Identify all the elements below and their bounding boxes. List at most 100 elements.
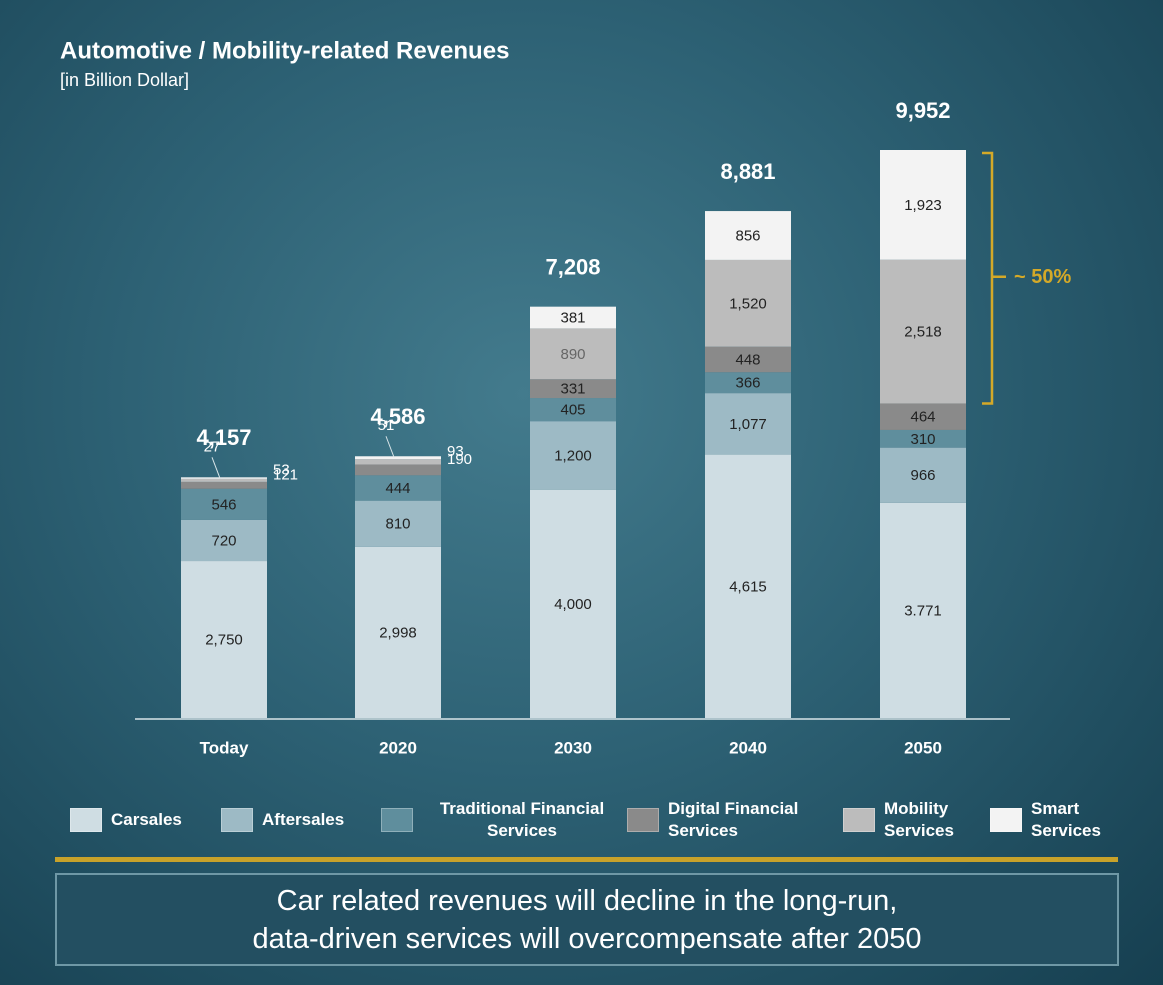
data-label: 4,000 bbox=[554, 596, 592, 613]
bar-segment bbox=[880, 429, 966, 448]
bar-segment bbox=[705, 259, 791, 347]
bar-segment bbox=[705, 372, 791, 394]
legend-label: Traditional Financial Services bbox=[439, 799, 605, 840]
divider bbox=[55, 857, 1118, 862]
legend-item: Aftersales bbox=[221, 797, 344, 843]
legend-label: Carsales bbox=[111, 810, 182, 829]
legend-item: Smart Services bbox=[990, 797, 1121, 843]
annotation: ~ 50% bbox=[1014, 266, 1071, 288]
data-label: 890 bbox=[560, 346, 585, 363]
legend-item: Traditional Financial Services bbox=[381, 797, 622, 843]
data-label: 51 bbox=[378, 417, 395, 434]
bar-segment bbox=[705, 346, 791, 373]
x-tick-label: 2030 bbox=[554, 738, 592, 757]
data-label: 444 bbox=[385, 480, 410, 497]
data-label: 121 bbox=[273, 466, 298, 483]
legend-label: Smart Services bbox=[1031, 799, 1101, 840]
total-label: 7,208 bbox=[545, 254, 600, 279]
data-label: 546 bbox=[211, 496, 236, 513]
data-label: 381 bbox=[560, 310, 585, 327]
bar-segment bbox=[530, 328, 616, 380]
bar-segment bbox=[530, 379, 616, 399]
data-label: 810 bbox=[385, 516, 410, 533]
bar-segment bbox=[355, 546, 441, 718]
bar-segment bbox=[880, 403, 966, 430]
leader-line bbox=[385, 436, 395, 458]
chart: Automotive / Mobility-related Revenues [… bbox=[60, 37, 1072, 757]
bar-segment bbox=[530, 489, 616, 718]
data-label: 1,923 bbox=[904, 197, 942, 214]
legend-swatch bbox=[381, 808, 413, 832]
bar-segment bbox=[880, 447, 966, 503]
bar-segment bbox=[181, 519, 267, 562]
data-label: 966 bbox=[910, 467, 935, 484]
bar-segment bbox=[530, 398, 616, 422]
bar-segment bbox=[355, 464, 441, 476]
chart-subtitle: [in Billion Dollar] bbox=[60, 70, 189, 90]
bar-segment bbox=[181, 561, 267, 718]
data-label: 27 bbox=[204, 438, 221, 455]
data-label: 310 bbox=[910, 431, 935, 448]
data-label: 190 bbox=[447, 451, 472, 468]
legend-item: Carsales bbox=[70, 797, 182, 843]
legend-swatch bbox=[990, 808, 1022, 832]
x-tick-label: 2020 bbox=[379, 738, 417, 757]
bar-segment bbox=[181, 477, 267, 479]
total-label: 8,881 bbox=[720, 159, 775, 184]
conclusion-box: Car related revenues will decline in the… bbox=[55, 873, 1119, 966]
bar-segment bbox=[355, 456, 441, 460]
total-label: 4,157 bbox=[196, 425, 251, 450]
data-label: 2,750 bbox=[205, 631, 243, 648]
data-label: 720 bbox=[211, 532, 236, 549]
legend: Carsales Aftersales Traditional Financial … bbox=[0, 797, 1163, 847]
chart-title: Automotive / Mobility-related Revenues bbox=[60, 37, 509, 64]
data-label: 2,998 bbox=[379, 624, 417, 641]
legend-swatch bbox=[70, 808, 102, 832]
legend-label: Aftersales bbox=[262, 810, 345, 829]
data-label: 366 bbox=[735, 375, 760, 392]
data-label: 1,520 bbox=[729, 295, 767, 312]
conclusion-line: Car related revenues will decline in the… bbox=[276, 884, 898, 917]
bar-segment bbox=[355, 500, 441, 547]
data-label: 4,615 bbox=[729, 578, 767, 595]
conclusion-line: data-driven services will overcompensate… bbox=[252, 922, 922, 955]
data-label: 3.771 bbox=[904, 602, 942, 619]
bar-segment bbox=[705, 393, 791, 455]
x-tick-label: 2050 bbox=[904, 738, 942, 757]
data-label: 856 bbox=[735, 227, 760, 244]
data-label: 53 bbox=[273, 461, 290, 478]
bar-segment bbox=[181, 478, 267, 482]
data-label: 331 bbox=[560, 381, 585, 398]
legend-item: Mobility Services bbox=[843, 797, 974, 843]
bar-segment bbox=[880, 502, 966, 718]
bar-segment bbox=[530, 421, 616, 490]
bar-segment bbox=[355, 459, 441, 465]
total-label: 4,586 bbox=[370, 404, 425, 429]
bar-segment bbox=[530, 306, 616, 329]
data-label: 448 bbox=[735, 351, 760, 368]
legend-label: Mobility Services bbox=[884, 799, 954, 840]
bar-segment bbox=[355, 475, 441, 501]
data-label: 1,200 bbox=[554, 447, 592, 464]
bar-segment bbox=[181, 481, 267, 489]
data-label: 2,518 bbox=[904, 324, 942, 341]
bar-segment bbox=[705, 211, 791, 260]
x-tick-label: 2040 bbox=[729, 738, 767, 757]
bar-segment bbox=[705, 454, 791, 718]
total-label: 9,952 bbox=[895, 98, 950, 123]
bar-segment bbox=[880, 150, 966, 260]
conclusion-text: Car related revenues will decline in the… bbox=[253, 882, 922, 958]
bar-segment bbox=[181, 488, 267, 520]
leader-line bbox=[211, 457, 221, 479]
legend-swatch bbox=[221, 808, 253, 832]
legend-swatch bbox=[627, 808, 659, 832]
data-label: 405 bbox=[560, 402, 585, 419]
bar-segment bbox=[880, 259, 966, 404]
legend-item: Digital Financial Services bbox=[627, 797, 828, 843]
x-tick-label: Today bbox=[200, 738, 249, 757]
data-label: 1,077 bbox=[729, 416, 767, 433]
data-label: 464 bbox=[910, 409, 935, 426]
legend-swatch bbox=[843, 808, 875, 832]
data-label: 93 bbox=[447, 443, 464, 460]
